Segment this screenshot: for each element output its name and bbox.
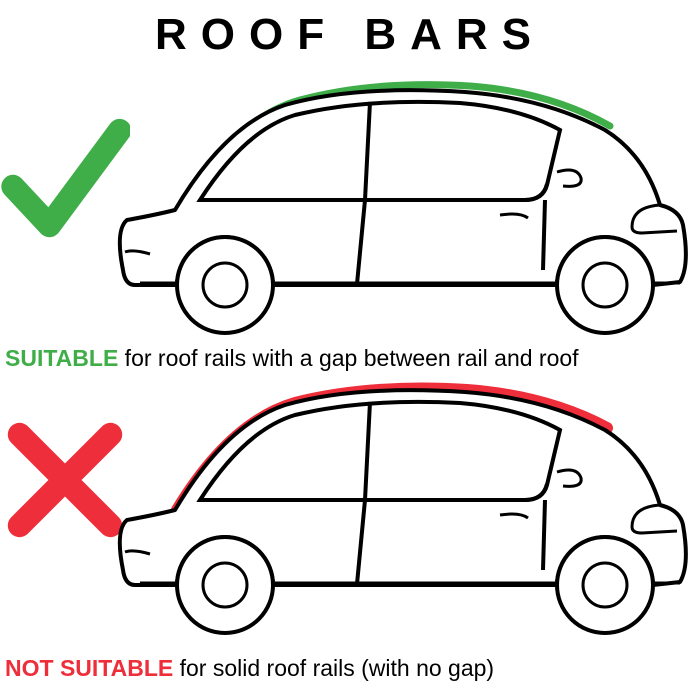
page-title: ROOF BARS (0, 0, 700, 70)
car-suitable (105, 70, 695, 340)
caption-suitable: SUITABLE for roof rails with a gap betwe… (5, 345, 695, 372)
suitable-panel: SUITABLE for roof rails with a gap betwe… (0, 70, 700, 370)
caption-not-suitable-rest: for solid roof rails (with no gap) (173, 655, 494, 681)
caption-not-suitable-emph: NOT SUITABLE (5, 655, 173, 681)
caption-not-suitable: NOT SUITABLE for solid roof rails (with … (5, 655, 695, 682)
car-not-suitable (105, 370, 695, 640)
caption-suitable-rest: for roof rails with a gap between rail a… (118, 345, 578, 371)
caption-suitable-emph: SUITABLE (5, 345, 118, 371)
not-suitable-panel: NOT SUITABLE for solid roof rails (with … (0, 370, 700, 680)
